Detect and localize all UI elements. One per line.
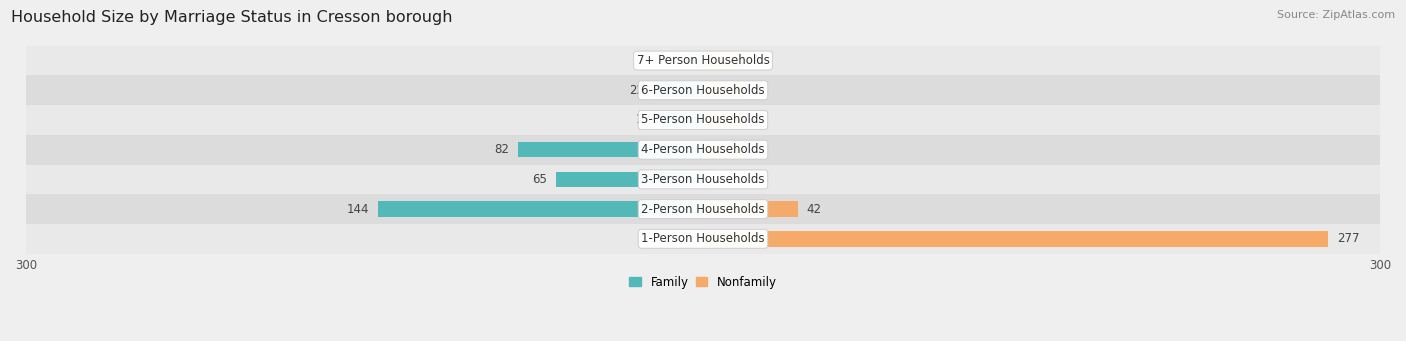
- Text: 3-Person Households: 3-Person Households: [641, 173, 765, 186]
- Bar: [703, 83, 744, 98]
- Text: 144: 144: [346, 203, 368, 216]
- Bar: [703, 53, 744, 68]
- Bar: [703, 202, 797, 217]
- Text: 0: 0: [752, 114, 761, 127]
- Bar: [27, 224, 1379, 254]
- Bar: [703, 112, 744, 128]
- Text: 0: 0: [752, 54, 761, 67]
- Bar: [27, 75, 1379, 105]
- Text: 65: 65: [533, 173, 547, 186]
- Bar: [703, 231, 1329, 247]
- Bar: [27, 105, 1379, 135]
- Bar: [27, 194, 1379, 224]
- Bar: [517, 142, 703, 158]
- Text: 82: 82: [494, 143, 509, 156]
- Text: 6-Person Households: 6-Person Households: [641, 84, 765, 97]
- Legend: Family, Nonfamily: Family, Nonfamily: [624, 271, 782, 294]
- Bar: [27, 165, 1379, 194]
- Text: 22: 22: [630, 84, 644, 97]
- Text: Source: ZipAtlas.com: Source: ZipAtlas.com: [1277, 10, 1395, 20]
- Text: 1-Person Households: 1-Person Households: [641, 232, 765, 245]
- Text: 42: 42: [807, 203, 821, 216]
- Text: 2: 2: [717, 173, 724, 186]
- Bar: [654, 83, 703, 98]
- Bar: [378, 202, 703, 217]
- Text: 7+ Person Households: 7+ Person Households: [637, 54, 769, 67]
- Bar: [703, 142, 744, 158]
- Bar: [557, 172, 703, 187]
- Text: 0: 0: [752, 84, 761, 97]
- Bar: [703, 172, 707, 187]
- Text: 277: 277: [1337, 232, 1360, 245]
- Bar: [27, 135, 1379, 165]
- Bar: [696, 53, 703, 68]
- Text: Household Size by Marriage Status in Cresson borough: Household Size by Marriage Status in Cre…: [11, 10, 453, 25]
- Text: 19: 19: [636, 114, 651, 127]
- Text: 4-Person Households: 4-Person Households: [641, 143, 765, 156]
- Text: 5-Person Households: 5-Person Households: [641, 114, 765, 127]
- Bar: [27, 46, 1379, 75]
- Text: 2-Person Households: 2-Person Households: [641, 203, 765, 216]
- Text: 0: 0: [752, 143, 761, 156]
- Text: 3: 3: [681, 54, 688, 67]
- Bar: [661, 112, 703, 128]
